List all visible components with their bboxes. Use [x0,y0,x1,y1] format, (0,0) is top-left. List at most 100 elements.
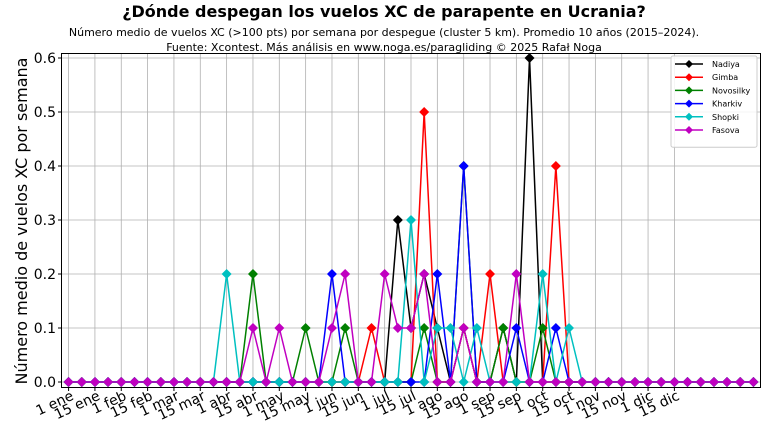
data-point [537,269,548,279]
legend-label: Shopki [712,113,739,122]
legend-marker [685,126,693,134]
data-point [656,377,667,387]
chart-source: Fuente: Xcontest. Más análisis en www.no… [166,41,602,54]
data-point [63,377,74,387]
data-point [168,377,179,387]
data-point [498,323,509,333]
legend: Nadiya Gimba Novosilky Kharkiv Shopki Fasova [670,55,758,148]
legend-marker [685,99,693,108]
data-point [682,377,693,387]
data-point [287,377,298,387]
data-point [221,377,232,387]
legend-entry: Nadiya [675,60,740,69]
data-point [616,377,627,387]
data-point [537,377,548,387]
y-tick-label: 0.4 [34,159,56,175]
data-point [524,53,535,63]
data-point [76,377,87,387]
data-point [445,377,456,387]
data-point [89,377,100,387]
data-point [643,377,654,387]
data-point [274,323,285,333]
legend-frame [670,55,758,148]
y-tick-label: 0.3 [34,213,56,229]
y-tick-label: 0.2 [34,267,56,283]
data-point [300,377,311,387]
legend-entry: Gimba [675,73,738,82]
data-point [419,269,430,279]
data-point [445,323,456,333]
legend-label: Gimba [712,73,738,82]
data-point [550,161,561,171]
data-point [116,377,127,387]
data-point [366,323,377,333]
data-point [326,323,337,333]
data-point [498,377,509,387]
data-point [537,323,548,333]
data-point [471,323,482,333]
series-layer [63,53,759,387]
legend-marker [685,86,693,95]
legend-marker [685,73,693,82]
y-tick-label: 0.5 [34,105,56,121]
data-point [392,377,403,387]
chart-subtitle: Número medio de vuelos XC (>100 pts) por… [69,26,699,39]
legend-label: Fasova [712,126,740,135]
data-point [234,377,245,387]
legend-label: Kharkiv [712,100,742,109]
data-point [458,161,469,171]
y-axis-label: Número medio de vuelos XC por semana [12,58,31,385]
legend-marker [685,112,693,121]
data-point [511,269,522,279]
data-point [524,377,535,387]
data-point [722,377,733,387]
data-point [247,269,258,279]
data-point [419,377,430,387]
data-point [261,377,272,387]
data-point [432,377,443,387]
data-point [419,323,430,333]
data-point [392,323,403,333]
data-point [392,215,403,225]
data-point [247,377,258,387]
data-point [458,323,469,333]
data-point [129,377,140,387]
series-fasova [63,269,759,387]
data-point [419,107,430,117]
data-point [550,323,561,333]
data-point [195,377,206,387]
data-point [511,377,522,387]
data-point [708,377,719,387]
data-point [353,377,364,387]
data-point [485,377,496,387]
data-point [221,269,232,279]
data-point [155,377,166,387]
data-point [274,377,285,387]
data-point [379,269,390,279]
data-point [735,377,746,387]
data-point [485,269,496,279]
data-point [182,377,193,387]
data-point [379,377,390,387]
data-point [550,377,561,387]
y-axis-ticks: 0.0 0.1 0.2 0.3 0.4 0.5 0.6 [34,51,62,391]
data-point [669,377,680,387]
data-point [406,323,416,333]
legend-label: Nadiya [712,60,740,69]
y-tick-label: 0.1 [34,321,56,337]
data-point [300,323,311,333]
data-point [629,377,640,387]
legend-label: Novosilky [712,86,750,95]
data-point [313,377,324,387]
data-point [340,377,351,387]
data-point [590,377,601,387]
y-tick-label: 0.0 [34,375,56,391]
data-point [326,377,337,387]
data-point [432,269,443,279]
data-point [471,377,482,387]
data-point [748,377,759,387]
data-point [564,377,575,387]
legend-entry: Shopki [675,112,739,122]
